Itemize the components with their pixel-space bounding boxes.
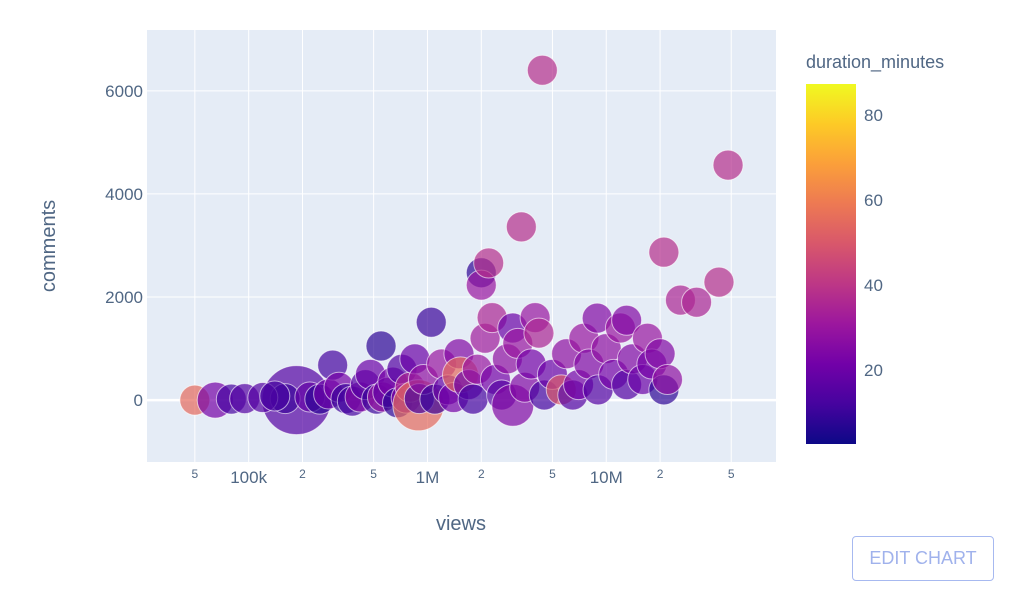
x-minor-tick-label: 2 [478,467,485,481]
y-tick-label: 0 [134,391,143,410]
x-minor-tick-label: 2 [299,467,306,481]
colorbar-tick-label: 60 [864,191,883,210]
colorbar-tick-label: 20 [864,361,883,380]
x-minor-tick-label: 5 [728,467,735,481]
colorbar-tick-label: 40 [864,276,883,295]
colorbar-title: duration_minutes [806,52,944,73]
colorbar-ticks: 20 40 60 80 [864,106,883,380]
x-tick-label: 100k [230,468,267,487]
x-minor-tick-label: 5 [192,467,199,481]
data-point [611,304,643,336]
data-point [473,247,505,279]
data-point [415,306,447,338]
x-minor-tick-label: 5 [370,467,377,481]
data-point [651,364,683,396]
data-point [259,380,291,412]
x-axis-title: views [436,513,486,535]
colorbar-tick-label: 80 [864,106,883,125]
data-point [648,236,680,268]
data-point [681,286,713,318]
y-tick-label: 4000 [105,185,143,204]
data-point [644,338,676,370]
y-tick-label: 2000 [105,288,143,307]
data-points [179,54,744,436]
x-tick-label: 1M [416,468,440,487]
y-axis-title: comments [38,200,60,292]
y-tick-label: 6000 [105,82,143,101]
x-minor-tick-label: 2 [657,467,664,481]
tick-labels: 100k 1M 10M 5 2 5 2 5 2 5 0 2000 4000 6000 [105,82,735,487]
data-point [526,54,558,86]
x-tick-label: 10M [590,468,623,487]
data-point [365,330,397,362]
data-point [703,266,735,298]
data-point [712,149,744,181]
colorbar [806,84,856,444]
data-point [523,317,555,349]
data-point [505,211,537,243]
edit-chart-button[interactable]: EDIT CHART [852,536,994,581]
x-minor-tick-label: 5 [549,467,556,481]
